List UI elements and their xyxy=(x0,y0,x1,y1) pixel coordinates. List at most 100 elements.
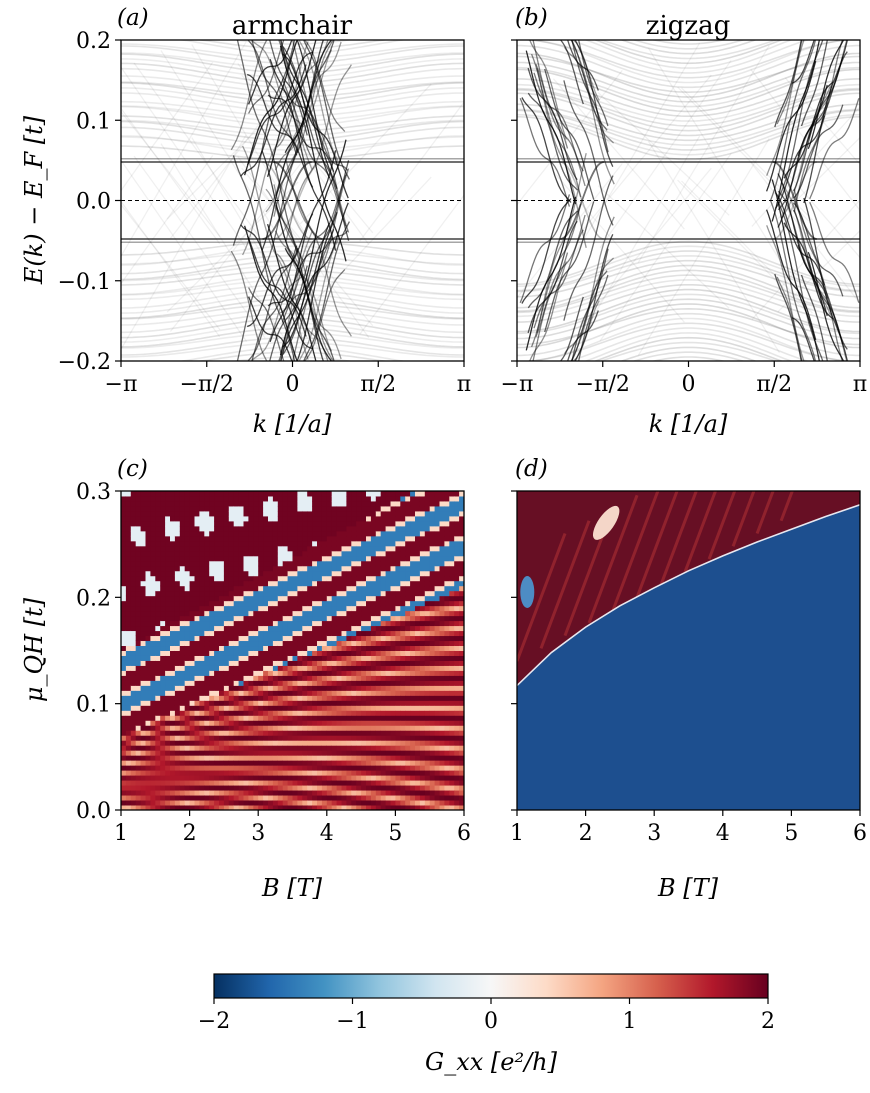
heatmap-cell xyxy=(233,775,240,781)
heatmap-cell xyxy=(150,610,156,617)
heatmap-cell xyxy=(170,755,176,761)
heatmap-cell xyxy=(258,735,264,741)
heatmap-cell xyxy=(214,605,220,612)
heatmap-cell xyxy=(272,535,279,542)
heatmap-cell xyxy=(326,615,333,622)
heatmap-cell xyxy=(121,590,127,597)
heatmap-cell xyxy=(130,660,137,666)
heatmap-cell xyxy=(351,495,357,502)
heatmap-cell xyxy=(233,495,240,502)
heatmap-cell xyxy=(297,491,303,497)
heatmap-cell xyxy=(204,660,210,666)
heatmap-cell xyxy=(238,740,244,746)
heatmap-cell xyxy=(140,585,146,592)
heatmap-cell xyxy=(263,705,269,711)
heatmap-cell xyxy=(336,610,342,617)
heatmap-cell xyxy=(199,510,205,517)
heatmap-cell xyxy=(145,570,151,577)
heatmap-cell xyxy=(209,660,215,666)
heatmap-cell xyxy=(204,540,210,547)
heatmap-cell xyxy=(253,615,259,622)
heatmap-cell xyxy=(194,615,200,622)
band-line xyxy=(571,248,609,361)
heatmap-cell xyxy=(341,520,347,527)
heatmap-cell xyxy=(272,785,279,791)
heatmap-cell xyxy=(415,525,421,532)
heatmap-cell xyxy=(434,595,440,602)
heatmap-cell xyxy=(424,720,431,726)
heatmap-cell xyxy=(263,655,269,661)
heatmap-cell xyxy=(219,495,225,502)
heatmap-cell xyxy=(439,800,445,806)
heatmap-cell xyxy=(238,750,244,756)
heatmap-cell xyxy=(268,590,274,597)
heatmap-cell xyxy=(370,635,377,642)
band-line xyxy=(766,40,805,176)
heatmap-cell xyxy=(155,790,161,796)
title-armchair: armchair xyxy=(232,11,353,41)
band-line xyxy=(517,250,860,292)
heatmap-cell xyxy=(282,665,289,671)
heatmap-cell xyxy=(400,500,406,507)
heatmap-cell xyxy=(292,675,298,681)
heatmap-cell xyxy=(419,710,426,716)
heatmap-cell xyxy=(317,530,323,537)
heatmap-cell xyxy=(248,730,254,736)
heatmap-cell xyxy=(326,505,333,512)
heatmap-cell xyxy=(170,575,176,582)
heatmap-cell xyxy=(248,790,254,796)
heatmap-cell xyxy=(189,725,195,731)
heatmap-cell xyxy=(184,705,191,711)
heatmap-cell xyxy=(170,735,176,741)
heatmap-cell xyxy=(219,730,225,736)
heatmap-cell xyxy=(155,690,161,696)
heatmap-cell xyxy=(145,635,151,642)
heatmap-cell xyxy=(170,525,176,532)
heatmap-cell xyxy=(204,765,210,771)
heatmap-cell xyxy=(415,745,421,751)
heatmap-cell xyxy=(400,555,406,562)
heatmap-cell xyxy=(424,790,431,796)
heatmap-cell xyxy=(194,570,200,577)
heatmap-cell xyxy=(189,620,195,627)
heatmap-cell xyxy=(419,600,426,607)
heatmap-cell xyxy=(204,605,210,612)
heatmap-cell xyxy=(263,540,269,547)
heatmap-cell xyxy=(390,685,396,691)
heatmap-cell xyxy=(395,525,401,532)
heatmap-cell xyxy=(366,670,372,676)
heatmap-cell xyxy=(307,765,313,771)
heatmap-cell xyxy=(258,675,264,681)
heatmap-cell xyxy=(223,555,230,562)
heatmap-cell xyxy=(312,620,318,627)
heatmap-cell xyxy=(459,590,464,597)
heatmap-cell xyxy=(223,535,230,542)
heatmap-cell xyxy=(361,690,367,696)
heatmap-cell xyxy=(219,625,225,632)
heatmap-cell xyxy=(140,545,146,552)
heatmap-cell xyxy=(214,530,220,537)
heatmap-cell xyxy=(380,545,387,552)
panel-c-ytick-label: 0.0 xyxy=(76,799,111,824)
heatmap-cell xyxy=(361,675,367,681)
heatmap-cell xyxy=(130,545,137,552)
heatmap-cell xyxy=(209,730,215,736)
heatmap-cell xyxy=(174,670,181,676)
heatmap-cell xyxy=(444,790,450,796)
heatmap-cell xyxy=(439,725,445,731)
heatmap-cell xyxy=(233,730,240,736)
heatmap-cell xyxy=(429,495,436,502)
heatmap-cell xyxy=(405,765,411,771)
heatmap-cell xyxy=(370,660,377,666)
heatmap-cell xyxy=(434,540,440,547)
heatmap-cell xyxy=(405,690,411,696)
heatmap-cell xyxy=(160,630,166,637)
heatmap-cell xyxy=(268,625,274,632)
heatmap-cell xyxy=(346,720,352,726)
heatmap-cell xyxy=(150,525,156,532)
heatmap-cell xyxy=(272,525,279,532)
heatmap-cell xyxy=(135,665,142,671)
heatmap-cell xyxy=(170,760,176,766)
heatmap-cell xyxy=(121,765,127,771)
heatmap-cell xyxy=(243,515,249,522)
